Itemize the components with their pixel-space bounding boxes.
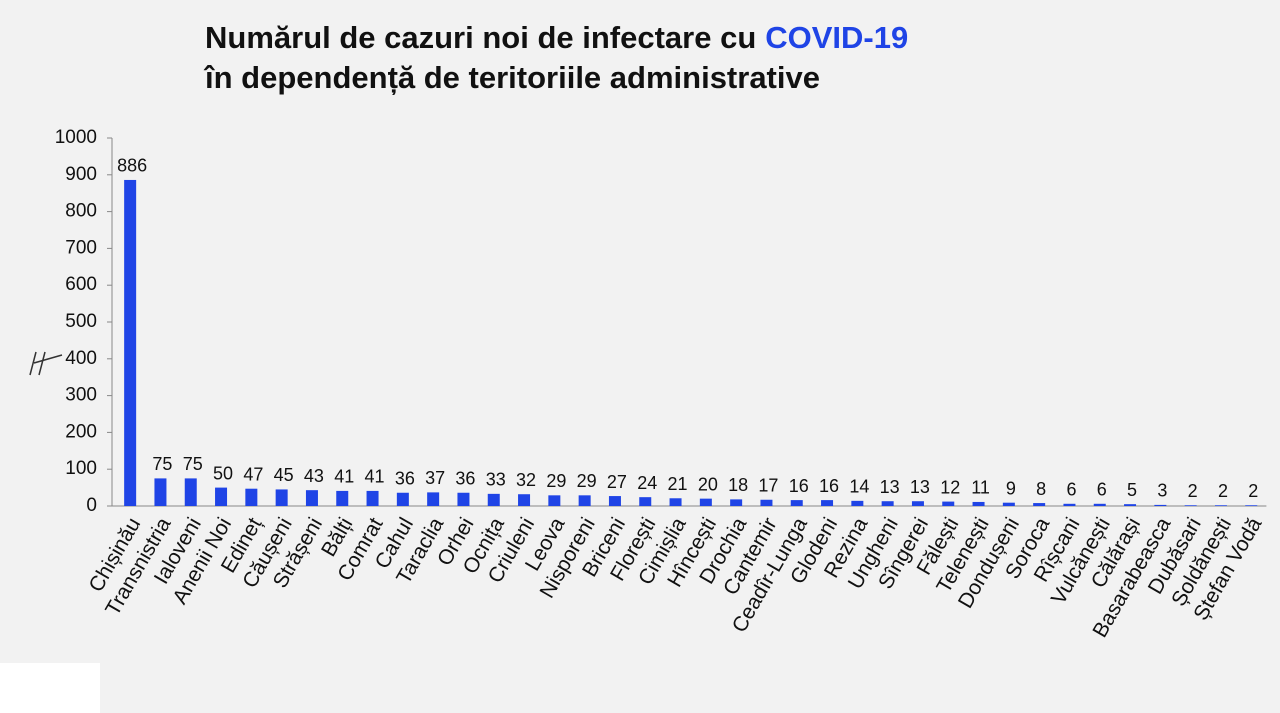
value-label: 9: [1006, 478, 1016, 498]
bar: [972, 501, 985, 506]
bar: [184, 478, 197, 506]
value-label: 8: [1036, 479, 1046, 499]
bar: [366, 490, 379, 506]
y-tick-label: 300: [65, 385, 97, 406]
bar: [1154, 504, 1167, 506]
value-label: 5: [1127, 480, 1137, 500]
bar: [275, 489, 288, 506]
value-label: 75: [183, 454, 203, 474]
bar: [578, 495, 591, 506]
value-label: 43: [304, 466, 324, 486]
value-label: 2: [1188, 481, 1198, 501]
bar: [730, 499, 743, 506]
title-part: Numărul de cazuri noi de infectare cu: [205, 20, 756, 55]
y-tick-label: 1000: [55, 127, 97, 148]
bar: [154, 478, 167, 506]
bar: [790, 500, 803, 506]
y-tick-label: 800: [65, 201, 97, 222]
bar: [518, 494, 531, 506]
value-label: 29: [546, 471, 566, 491]
y-tick-label: 600: [65, 274, 97, 295]
bar: [215, 487, 228, 506]
value-label: 6: [1097, 480, 1107, 500]
value-label: 21: [668, 474, 688, 494]
bar: [669, 498, 682, 506]
value-label: 36: [395, 469, 415, 489]
title-highlight: COVID-19: [765, 20, 908, 55]
value-label: 41: [365, 467, 385, 487]
y-tick-label: 200: [65, 421, 97, 442]
bar: [760, 499, 773, 506]
bar: [427, 492, 440, 506]
bar: [911, 501, 924, 506]
value-label: 20: [698, 474, 718, 494]
value-label: 37: [425, 468, 445, 488]
bar: [396, 492, 409, 506]
y-tick-label: 700: [65, 237, 97, 258]
bar: [942, 501, 955, 506]
value-label: 6: [1066, 480, 1076, 500]
bar: [305, 490, 318, 506]
value-label: 13: [880, 477, 900, 497]
value-label: 13: [910, 477, 930, 497]
corner-patch: [0, 663, 100, 713]
y-tick-label: 900: [65, 164, 97, 185]
value-label: 12: [940, 477, 960, 497]
y-tick-label: 100: [65, 458, 97, 479]
value-label: 16: [819, 476, 839, 496]
value-label: 16: [789, 476, 809, 496]
value-label: 886: [117, 156, 147, 176]
bar: [1063, 503, 1076, 506]
bar: [1245, 505, 1258, 506]
value-label: 41: [334, 467, 354, 487]
hand-mark: [29, 351, 63, 376]
bar: [639, 497, 652, 506]
value-label: 11: [971, 478, 990, 498]
bar: [245, 488, 258, 506]
bar: [336, 490, 349, 506]
bar: [881, 501, 894, 506]
value-label: 50: [213, 463, 233, 483]
value-label: 33: [486, 470, 506, 490]
bar: [124, 179, 137, 506]
bar: [457, 492, 470, 506]
value-label: 3: [1157, 481, 1167, 501]
bar: [608, 496, 621, 506]
value-label: 24: [637, 473, 657, 493]
value-label: 2: [1218, 481, 1228, 501]
y-tick-label: 0: [86, 495, 97, 516]
chart-subtitle: în dependență de teritoriile administrat…: [203, 60, 820, 95]
bar: [1184, 505, 1197, 506]
bar: [548, 495, 561, 506]
value-label: 29: [577, 471, 597, 491]
bar: [1093, 503, 1106, 506]
value-label: 18: [728, 475, 748, 495]
y-tick-label: 400: [65, 348, 97, 369]
value-label: 36: [455, 469, 475, 489]
value-label: 45: [274, 465, 294, 485]
bar: [1002, 502, 1015, 506]
bar: [821, 500, 834, 506]
value-label: 75: [152, 454, 172, 474]
bar: [699, 498, 712, 506]
value-label: 47: [243, 464, 263, 484]
bar: [1124, 504, 1137, 506]
bar: [1033, 503, 1046, 506]
bar: [487, 493, 500, 506]
value-label: 14: [849, 477, 869, 497]
value-label: 2: [1248, 481, 1258, 501]
value-label: 17: [758, 475, 778, 495]
value-label: 27: [607, 472, 627, 492]
value-label: 32: [516, 470, 536, 490]
y-tick-label: 500: [65, 311, 97, 332]
bar: [1214, 505, 1227, 506]
chart-title: Numărul de cazuri noi de infectare cu COV…: [205, 20, 908, 55]
bar: [851, 500, 864, 506]
